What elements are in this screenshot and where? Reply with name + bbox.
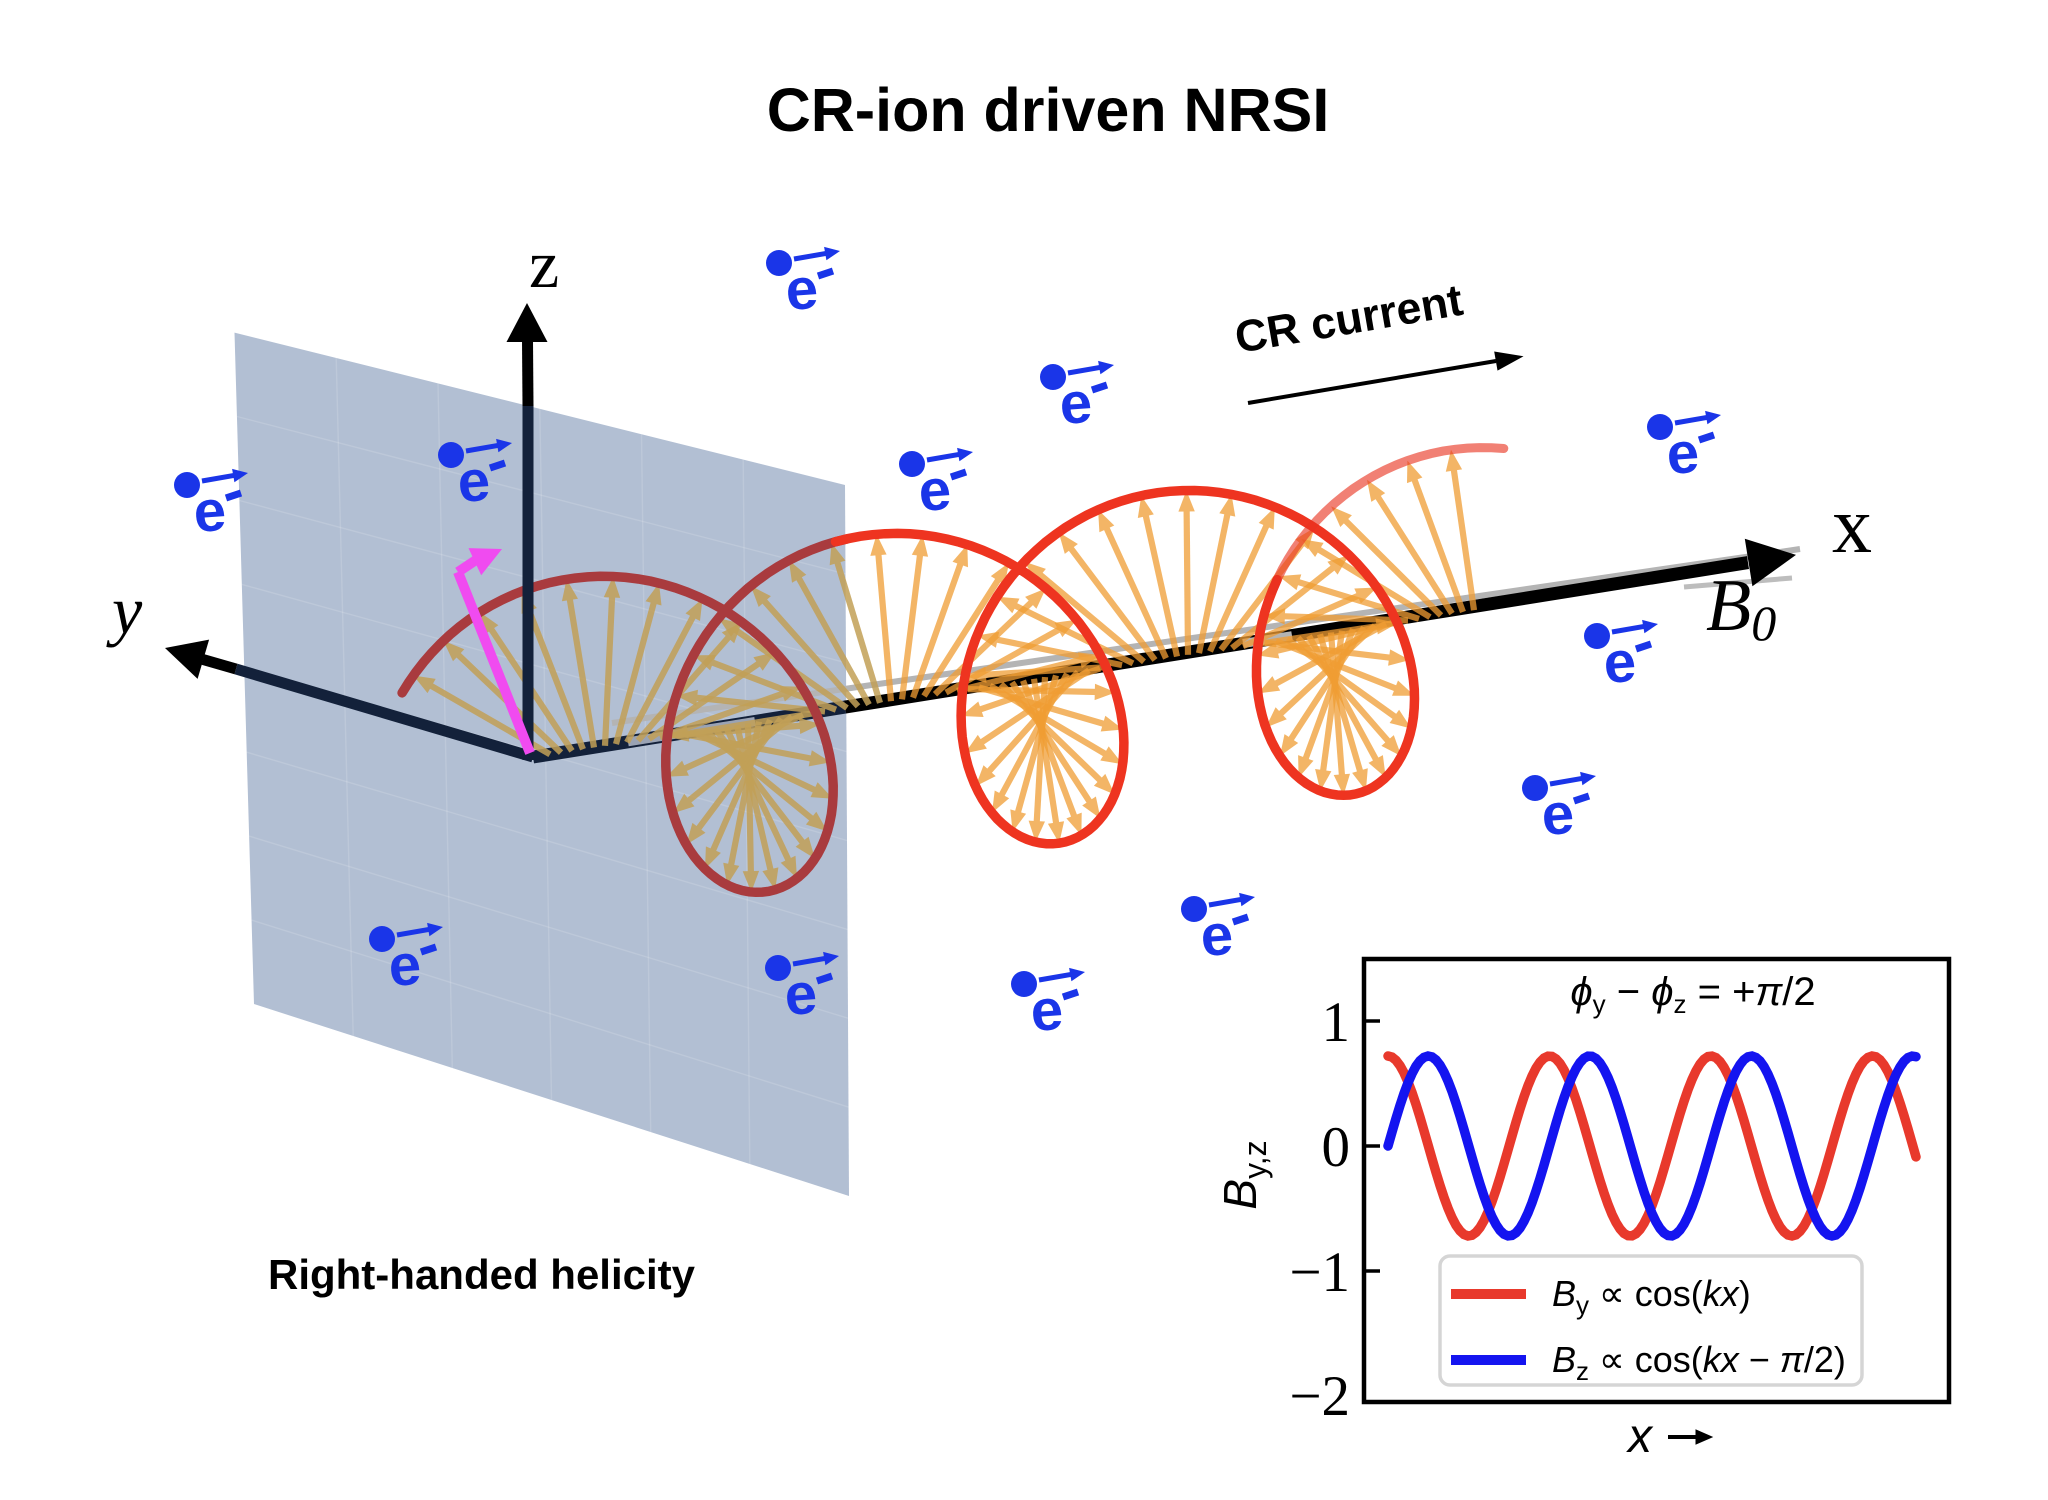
svg-text:e: e <box>1057 370 1094 437</box>
svg-text:Bz ∝ cos(kx − π/2): Bz ∝ cos(kx − π/2) <box>1552 1339 1846 1386</box>
svg-text:e: e <box>1664 420 1701 487</box>
svg-text:ϕy − ϕz = +π/2: ϕy − ϕz = +π/2 <box>1570 970 1815 1019</box>
svg-text:−1: −1 <box>1289 1241 1350 1304</box>
svg-text:By ∝ cos(kx): By ∝ cos(kx) <box>1552 1273 1751 1320</box>
svg-text:x: x <box>1832 482 1872 570</box>
svg-text:−2: −2 <box>1289 1365 1350 1428</box>
svg-text:e: e <box>1539 781 1576 848</box>
svg-text:e: e <box>1601 629 1638 696</box>
svg-text:Right-handed helicity: Right-handed helicity <box>268 1251 696 1298</box>
svg-text:e: e <box>783 256 820 323</box>
svg-text:e: e <box>191 478 228 545</box>
svg-text:e: e <box>1028 977 1065 1044</box>
svg-text:z: z <box>529 226 559 302</box>
svg-text:x: x <box>1626 1410 1654 1463</box>
svg-text:e: e <box>1198 902 1235 969</box>
svg-text:e: e <box>916 457 953 524</box>
svg-text:y: y <box>106 572 143 648</box>
svg-text:e: e <box>782 961 819 1028</box>
svg-text:e: e <box>455 448 492 515</box>
svg-text:1: 1 <box>1322 991 1351 1054</box>
svg-text:CR-ion driven NRSI: CR-ion driven NRSI <box>767 76 1330 144</box>
svg-text:0: 0 <box>1322 1116 1351 1179</box>
svg-text:e: e <box>386 932 423 999</box>
